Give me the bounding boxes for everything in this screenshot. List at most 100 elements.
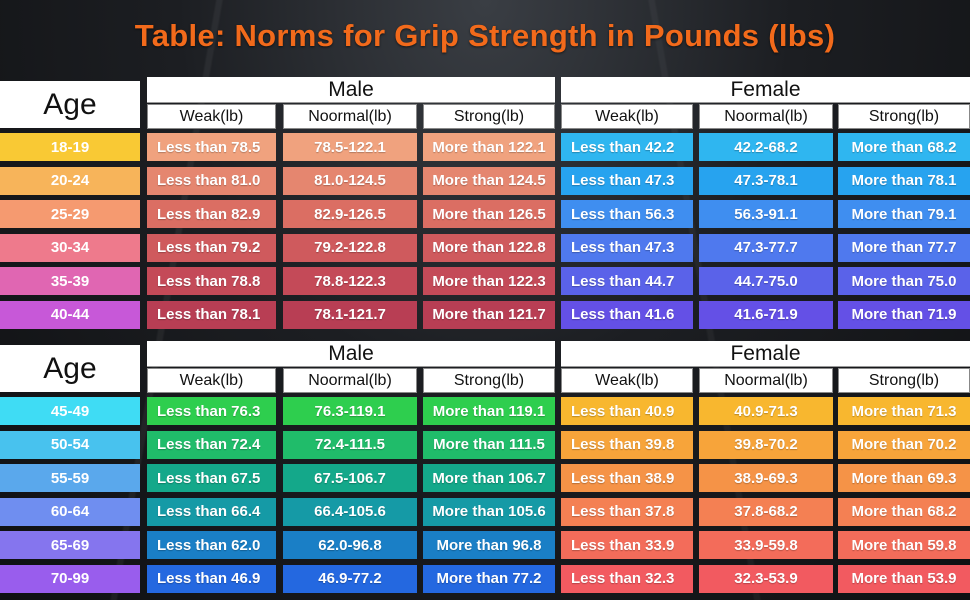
female-normal-cell: 47.3-77.7: [699, 233, 833, 262]
female-strong-cell: More than 75.0: [838, 267, 970, 295]
female-weak-cell: Less than 56.3: [561, 200, 693, 228]
age-cell: 18-19: [0, 133, 140, 161]
female-weak-cell: Less than 47.3: [561, 166, 693, 195]
age-header: Age: [0, 81, 140, 128]
female-strong-cell: More than 78.1: [838, 166, 970, 195]
female-normal-cell: 33.9-59.8: [699, 531, 833, 559]
female-normal-cell: 47.3-78.1: [699, 166, 833, 195]
male-weak-cell: Less than 79.2: [147, 233, 276, 262]
male-weak-cell: Less than 82.9: [147, 200, 276, 228]
male-normal-cell: 76.3-119.1: [283, 397, 417, 425]
female-strong-cell: More than 68.2: [838, 497, 970, 526]
age-cell: 25-29: [0, 200, 140, 228]
female-group-header: Female: [561, 341, 970, 367]
male-strong-header: Strong(lb): [423, 368, 555, 393]
female-weak-cell: Less than 44.7: [561, 267, 693, 295]
male-group-header: Male: [147, 341, 555, 367]
age-cell: 60-64: [0, 497, 140, 526]
female-normal-cell: 40.9-71.3: [699, 397, 833, 425]
female-strong-cell: More than 70.2: [838, 430, 970, 459]
male-weak-header: Weak(lb): [147, 104, 276, 129]
male-strong-cell: More than 126.5: [423, 200, 555, 228]
female-normal-cell: 41.6-71.9: [699, 300, 833, 329]
male-strong-cell: More than 77.2: [423, 564, 555, 593]
female-normal-header: Noormal(lb): [699, 368, 833, 393]
male-weak-cell: Less than 78.5: [147, 133, 276, 161]
female-normal-cell: 56.3-91.1: [699, 200, 833, 228]
male-strong-cell: More than 119.1: [423, 397, 555, 425]
male-normal-cell: 79.2-122.8: [283, 233, 417, 262]
female-weak-header: Weak(lb): [561, 104, 693, 129]
female-strong-cell: More than 79.1: [838, 200, 970, 228]
male-strong-cell: More than 124.5: [423, 166, 555, 195]
page-title: Table: Norms for Grip Strength in Pounds…: [134, 18, 836, 53]
female-strong-cell: More than 77.7: [838, 233, 970, 262]
male-group-header: Male: [147, 77, 555, 103]
female-normal-cell: 32.3-53.9: [699, 564, 833, 593]
male-weak-cell: Less than 78.1: [147, 300, 276, 329]
male-weak-cell: Less than 46.9: [147, 564, 276, 593]
male-normal-cell: 67.5-106.7: [283, 464, 417, 492]
female-normal-cell: 37.8-68.2: [699, 497, 833, 526]
male-strong-cell: More than 122.3: [423, 267, 555, 295]
age-header: Age: [0, 345, 140, 392]
female-weak-cell: Less than 33.9: [561, 531, 693, 559]
grip-table-ages-45-99: Age Male Female Weak(lb) Noormal(lb) Str…: [0, 341, 970, 593]
male-weak-cell: Less than 76.3: [147, 397, 276, 425]
male-strong-cell: More than 122.1: [423, 133, 555, 161]
female-strong-cell: More than 59.8: [838, 531, 970, 559]
male-strong-cell: More than 96.8: [423, 531, 555, 559]
male-normal-cell: 78.8-122.3: [283, 267, 417, 295]
female-weak-cell: Less than 40.9: [561, 397, 693, 425]
female-weak-cell: Less than 37.8: [561, 497, 693, 526]
age-cell: 35-39: [0, 267, 140, 295]
female-weak-cell: Less than 32.3: [561, 564, 693, 593]
female-strong-cell: More than 53.9: [838, 564, 970, 593]
male-weak-cell: Less than 62.0: [147, 531, 276, 559]
male-strong-cell: More than 106.7: [423, 464, 555, 492]
male-weak-cell: Less than 66.4: [147, 497, 276, 526]
male-normal-cell: 78.1-121.7: [283, 300, 417, 329]
female-strong-cell: More than 68.2: [838, 133, 970, 161]
age-cell: 40-44: [0, 300, 140, 329]
male-normal-cell: 81.0-124.5: [283, 166, 417, 195]
age-cell: 30-34: [0, 233, 140, 262]
male-strong-cell: More than 122.8: [423, 233, 555, 262]
female-strong-cell: More than 71.3: [838, 397, 970, 425]
female-strong-header: Strong(lb): [838, 104, 970, 129]
female-normal-cell: 38.9-69.3: [699, 464, 833, 492]
female-weak-cell: Less than 47.3: [561, 233, 693, 262]
male-weak-cell: Less than 67.5: [147, 464, 276, 492]
age-cell: 20-24: [0, 166, 140, 195]
male-normal-cell: 66.4-105.6: [283, 497, 417, 526]
female-weak-header: Weak(lb): [561, 368, 693, 393]
female-normal-cell: 44.7-75.0: [699, 267, 833, 295]
male-normal-cell: 82.9-126.5: [283, 200, 417, 228]
female-normal-cell: 39.8-70.2: [699, 430, 833, 459]
age-cell: 50-54: [0, 430, 140, 459]
male-normal-cell: 46.9-77.2: [283, 564, 417, 593]
age-cell: 70-99: [0, 564, 140, 593]
age-cell: 45-49: [0, 397, 140, 425]
female-normal-header: Noormal(lb): [699, 104, 833, 129]
male-normal-cell: 72.4-111.5: [283, 430, 417, 459]
male-weak-header: Weak(lb): [147, 368, 276, 393]
male-strong-cell: More than 105.6: [423, 497, 555, 526]
age-cell: 55-59: [0, 464, 140, 492]
age-cell: 65-69: [0, 531, 140, 559]
female-weak-cell: Less than 42.2: [561, 133, 693, 161]
male-weak-cell: Less than 81.0: [147, 166, 276, 195]
female-weak-cell: Less than 38.9: [561, 464, 693, 492]
female-weak-cell: Less than 39.8: [561, 430, 693, 459]
female-strong-cell: More than 69.3: [838, 464, 970, 492]
male-weak-cell: Less than 72.4: [147, 430, 276, 459]
male-strong-header: Strong(lb): [423, 104, 555, 129]
female-weak-cell: Less than 41.6: [561, 300, 693, 329]
grip-table-ages-18-44: Age Male Female Weak(lb) Noormal(lb) Str…: [0, 77, 970, 329]
male-strong-cell: More than 121.7: [423, 300, 555, 329]
male-normal-header: Noormal(lb): [283, 104, 417, 129]
female-strong-cell: More than 71.9: [838, 300, 970, 329]
male-normal-header: Noormal(lb): [283, 368, 417, 393]
male-normal-cell: 62.0-96.8: [283, 531, 417, 559]
male-strong-cell: More than 111.5: [423, 430, 555, 459]
